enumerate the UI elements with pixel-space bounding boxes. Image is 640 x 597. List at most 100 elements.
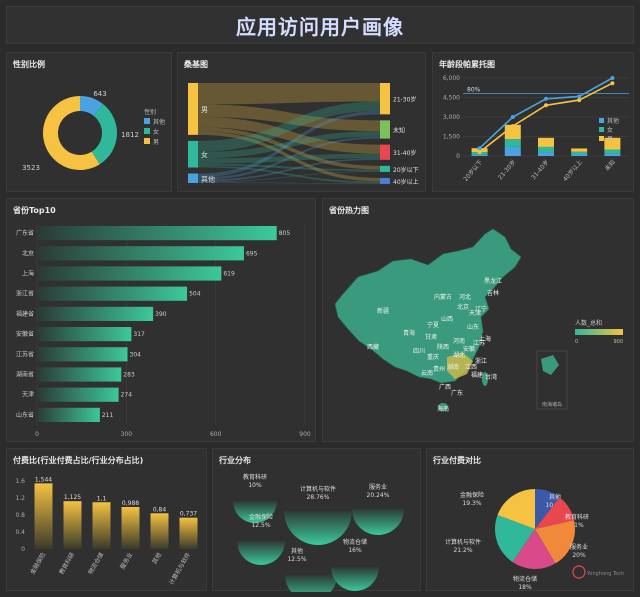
age-legend-swatch [599, 127, 604, 132]
sankey-left-label: 男 [201, 106, 208, 114]
province-label: 广东省 [16, 229, 34, 237]
sankey-link [198, 131, 380, 159]
province-bar [37, 286, 188, 301]
industry-pay-title: 行业付费对比 [433, 456, 481, 465]
age-ytick-label: 0 [456, 153, 460, 160]
age-cumulative-point [544, 103, 548, 108]
province-bar [37, 347, 128, 362]
industry-dist-name: 金融保险 [249, 513, 273, 521]
gender-slice [43, 96, 100, 170]
gender-legend-title: 性别 [144, 108, 156, 116]
industry-pay-slice [497, 489, 535, 529]
ratio-value-label: 0,84 [153, 506, 167, 513]
industry-pay-percent: 11% [570, 522, 584, 529]
age-xtick-label: 31-40岁 [529, 158, 550, 181]
industry-pay-slice [535, 520, 575, 564]
gender-value-label: 1812 [121, 131, 139, 139]
sankey-right-label: 31-40岁 [393, 149, 416, 157]
age-bar-segment [538, 152, 554, 156]
industry-pay-slice [495, 514, 535, 563]
province-bar [37, 387, 119, 402]
age-ytick-label: 3,000 [443, 114, 460, 121]
gender-panel: 性别比例 643 1812 3523 性别 其他女男 [6, 52, 172, 192]
sankey-link [198, 158, 380, 182]
map-province-label: 台湾 [485, 373, 497, 381]
china-map-shape [334, 228, 522, 384]
province-top10-panel: 省份Top10 0 300 600 900 广东省 805 北京 695 上海 619 浙江省 504… [6, 198, 316, 442]
sankey-link [198, 127, 380, 170]
gender-slice [91, 104, 118, 165]
ratio-xtick-label: 计算机与软件 [167, 551, 192, 586]
sankey-left-label: 其他 [201, 174, 215, 183]
industry-pay-slice [512, 529, 556, 569]
sankey-left-node [188, 173, 198, 183]
province-label: 江苏省 [16, 350, 34, 358]
industry-dist-percent: 12.5% [251, 522, 270, 529]
guangdong-region [447, 353, 473, 379]
gender-title: 性别比例 [13, 60, 45, 69]
sankey-left-label: 女 [201, 150, 208, 159]
ratio-value-label: 1,125 [64, 494, 81, 501]
age-title: 年龄段帕累托图 [439, 60, 495, 69]
map-province-label: 重庆 [427, 353, 439, 361]
industry-dist-name: 计算机与软件 [300, 485, 336, 493]
sankey-right-label: 40岁以上 [393, 178, 419, 186]
province-value-label: 211 [102, 412, 114, 419]
province-value-label: 304 [130, 351, 142, 358]
age-bar-segment [571, 154, 588, 156]
age-bar-segment [604, 149, 621, 154]
gender-legend-swatch [144, 128, 150, 134]
province-heat-title: 省份热力图 [329, 206, 369, 215]
sankey-link [198, 182, 380, 184]
province-label: 湖南省 [16, 371, 34, 379]
gender-legend-label: 女 [153, 128, 159, 136]
industry-dist-panel: 行业分布 教育科研 10% 计算机与软件 28.76% 服务业 20.24% 金融保险 12.… [212, 448, 421, 592]
sankey-right-label: 20岁以下 [393, 166, 419, 174]
province-value-label: 619 [223, 271, 235, 278]
gender-value-label: 643 [93, 90, 106, 98]
age-legend-swatch [599, 118, 604, 123]
industry-dist-wedge [233, 501, 277, 523]
map-province-label: 江西 [465, 364, 477, 371]
taiwan-region [482, 372, 488, 386]
industry-pay-name: 教育科研 [565, 513, 589, 521]
sankey-left-node [188, 83, 198, 135]
industry-dist-wedge [237, 541, 285, 565]
map-province-label: 辽宁 [475, 305, 487, 313]
age-cumulative-point [477, 150, 482, 155]
gender-legend-swatch [144, 138, 150, 144]
province-xtick-label: 600 [210, 431, 222, 438]
gender-value-label: 3523 [22, 164, 40, 172]
ratio-ytick-label: 1.6 [15, 478, 25, 485]
age-cumulative-point [544, 96, 548, 101]
industry-dist-wedge [352, 509, 404, 535]
map-province-label: 湖南 [447, 363, 459, 371]
industry-dist-name: 其他 [291, 547, 303, 555]
map-province-label: 北京 [457, 303, 469, 311]
sankey-link [198, 163, 380, 172]
industry-pay-name: 物流仓储 [513, 575, 537, 583]
map-province-label: 宁夏 [427, 321, 439, 329]
age-legend-label: 女 [607, 126, 613, 134]
age-legend-swatch [599, 136, 604, 141]
sankey-link [198, 131, 380, 182]
age-cumulative-point [610, 81, 615, 86]
watermark-text: Yonghong Tech [586, 571, 624, 577]
age-cumulative-line [479, 77, 613, 149]
industry-dist-chart: 教育科研10%计算机与软件28.76%服务业20.24%金融保险12.5%其他1… [233, 473, 404, 592]
ratio-ytick-label: 0.8 [15, 512, 25, 519]
age-bar-segment [571, 151, 588, 155]
sankey-right-label: 未知 [393, 126, 405, 134]
sankey-left-node [188, 140, 198, 168]
map-province-label: 广东 [451, 389, 463, 397]
map-province-label: 内蒙古 [434, 293, 452, 301]
age-xtick-label: 20岁以下 [462, 158, 485, 183]
age-bar-segment [538, 146, 554, 153]
industry-pay-percent: 21.2% [453, 547, 472, 554]
ratio-bar [63, 501, 82, 549]
sankey-title: 桑基图 [184, 60, 208, 69]
province-xtick-label: 0 [35, 431, 39, 438]
map-province-label: 吉林 [487, 289, 499, 297]
